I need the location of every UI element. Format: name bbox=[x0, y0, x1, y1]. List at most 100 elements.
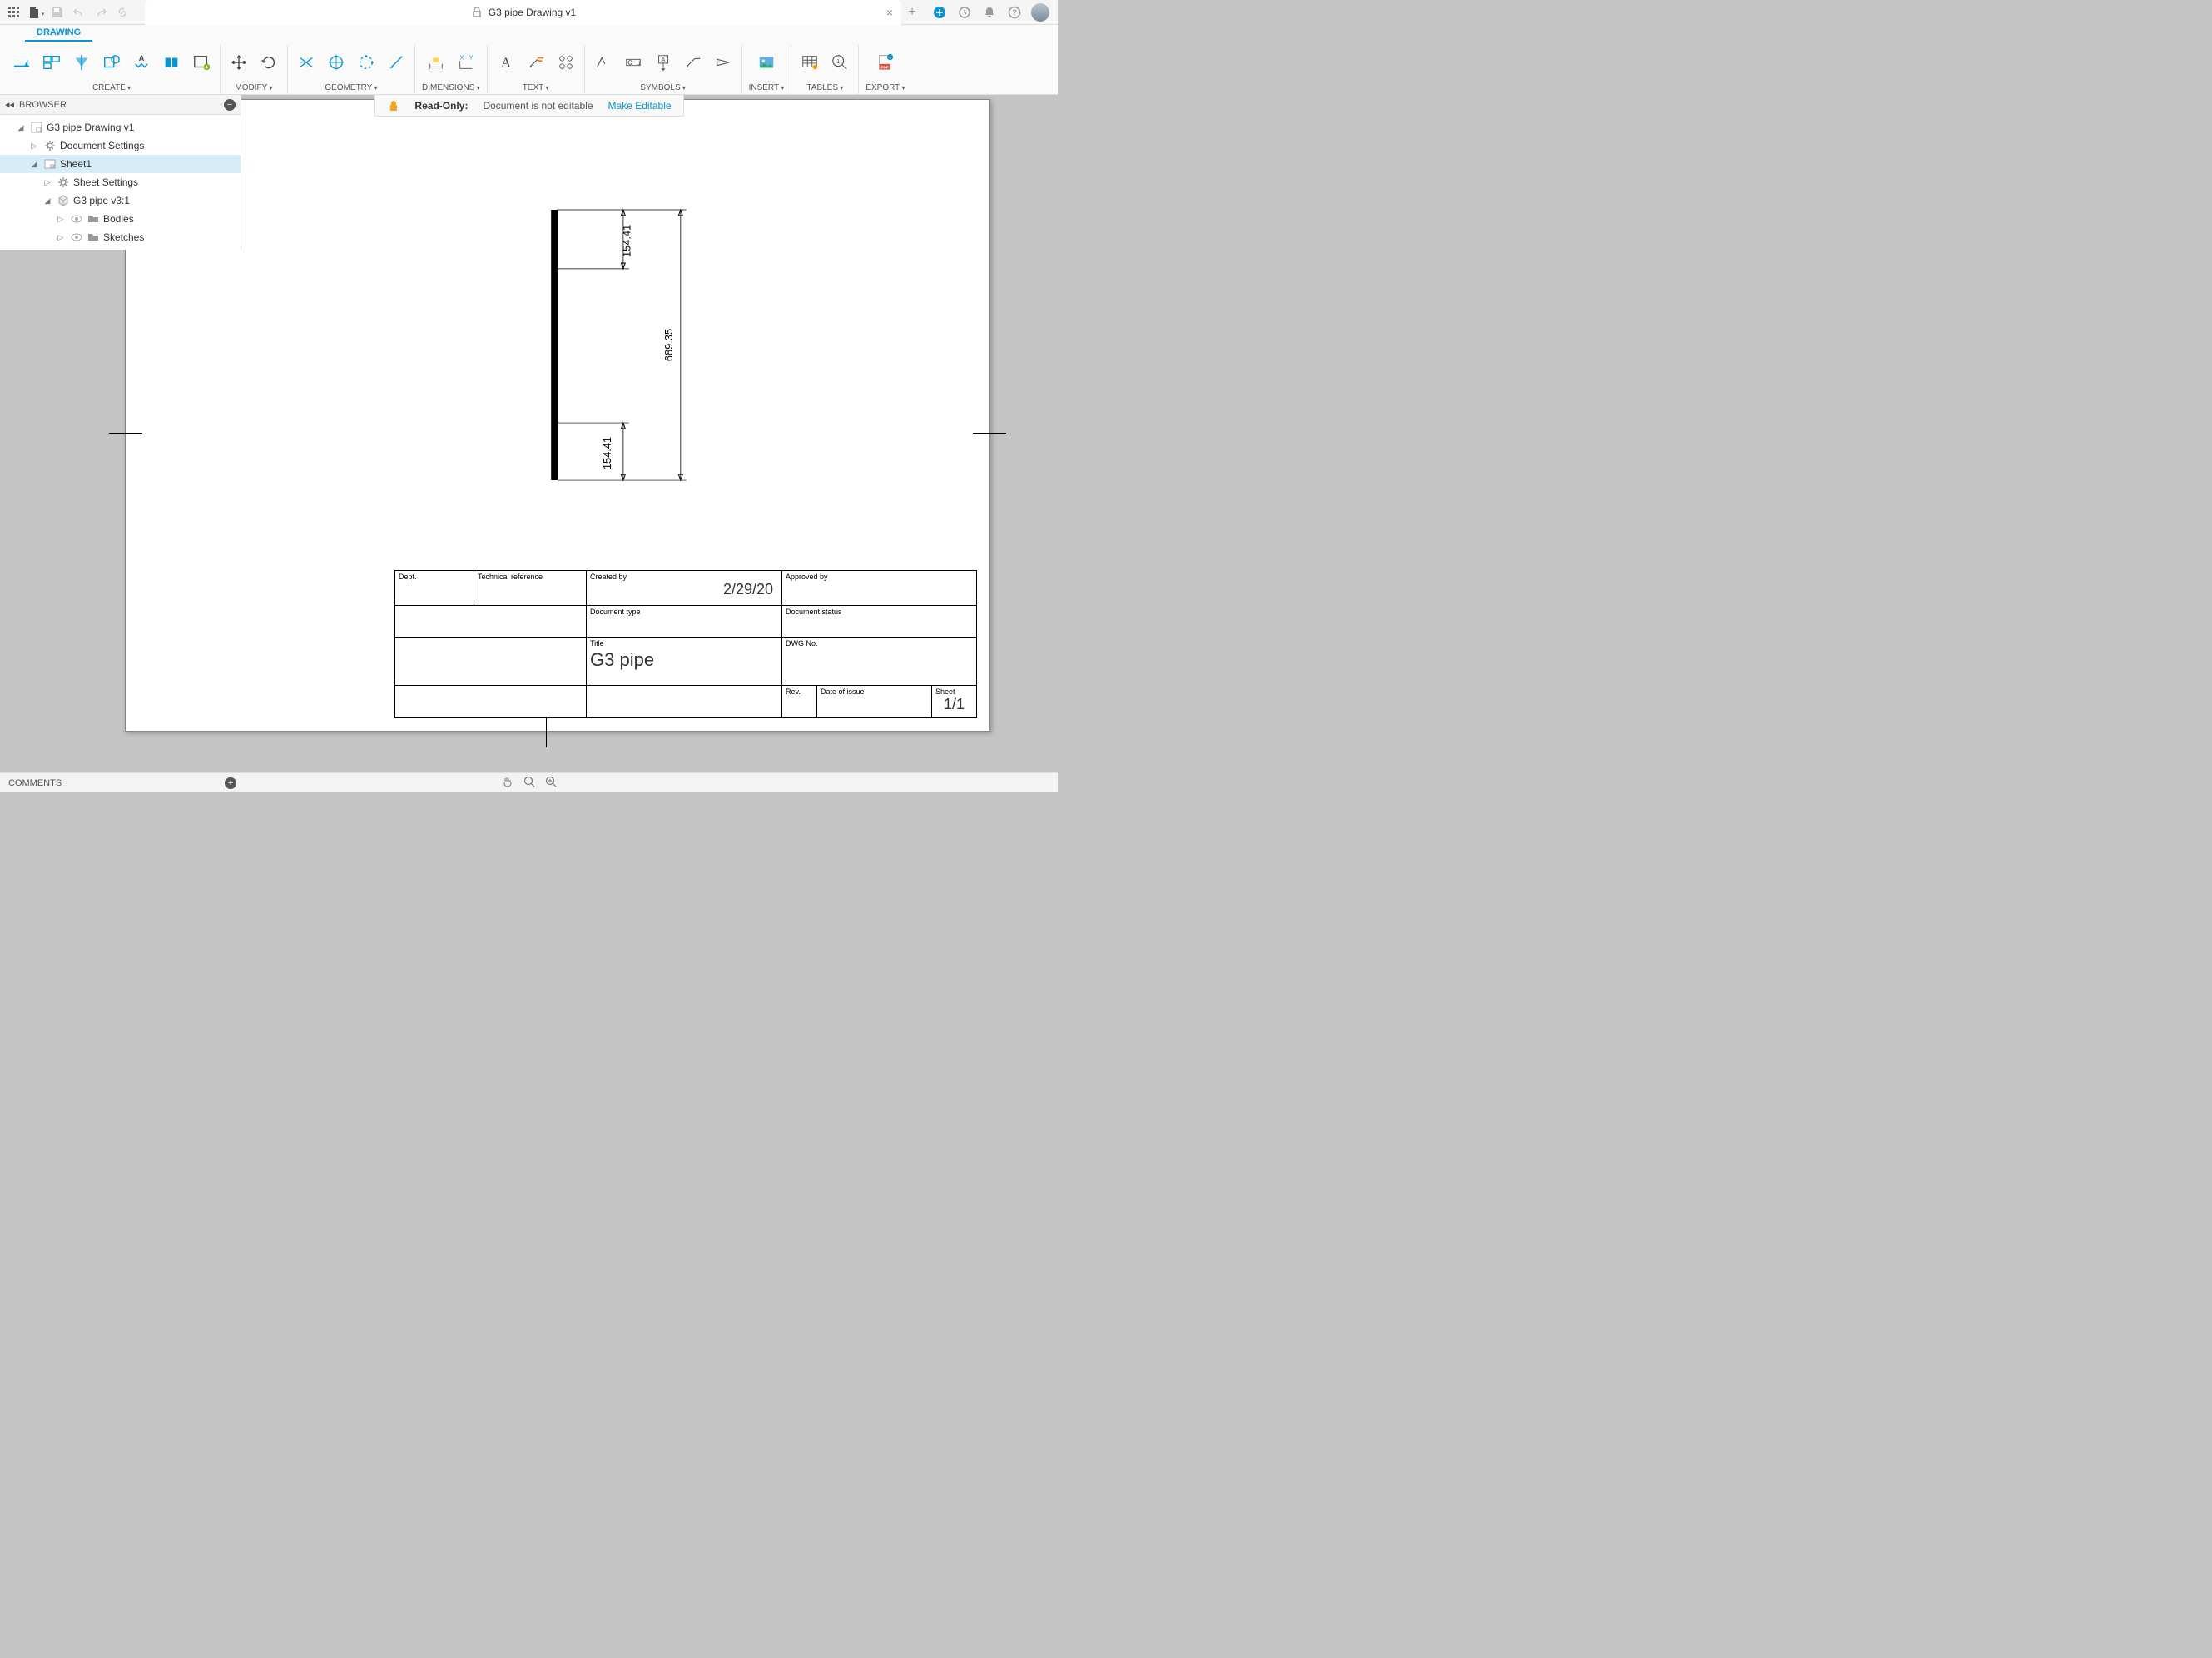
gear-icon bbox=[57, 176, 70, 189]
make-editable-link[interactable]: Make Editable bbox=[608, 100, 672, 112]
tree-bodies[interactable]: ▷ Bodies bbox=[0, 210, 241, 228]
datum-icon[interactable]: A bbox=[652, 51, 675, 74]
job-status-icon[interactable] bbox=[956, 4, 973, 21]
tb-sheet-label: Sheet bbox=[935, 688, 973, 696]
tree-sheet-settings[interactable]: ▷ Sheet Settings bbox=[0, 173, 241, 191]
svg-text:A: A bbox=[139, 54, 145, 62]
eye-icon[interactable] bbox=[70, 231, 83, 244]
ribbon-label-insert[interactable]: INSERT bbox=[749, 83, 785, 94]
ribbon-label-dimensions[interactable]: DIMENSIONS bbox=[422, 83, 480, 94]
tree-component[interactable]: ◢ G3 pipe v3:1 bbox=[0, 191, 241, 210]
extensions-icon[interactable] bbox=[931, 4, 948, 21]
title-block[interactable]: Dept. Technical reference Created by2/29… bbox=[394, 570, 977, 718]
work-area: ◂◂ BROWSER – ◢ G3 pipe Drawing v1 ▷ Docu… bbox=[0, 95, 1058, 772]
tb-sheet-value: 1/1 bbox=[935, 696, 973, 713]
svg-text:A: A bbox=[661, 56, 665, 63]
svg-text:PDF: PDF bbox=[880, 65, 888, 69]
titlebar: G3 pipe Drawing v1 × + ? bbox=[0, 0, 1058, 25]
comments-bar: COMMENTS + bbox=[0, 772, 1058, 792]
new-tab-button[interactable]: + bbox=[901, 0, 923, 25]
document-tab[interactable]: G3 pipe Drawing v1 × bbox=[145, 0, 901, 25]
export-pdf-icon[interactable]: PDF bbox=[874, 51, 897, 74]
dimension-icon[interactable] bbox=[424, 51, 448, 74]
save-icon[interactable] bbox=[48, 3, 67, 22]
tb-docstatus-label: Document status bbox=[786, 608, 973, 616]
ribbon-label-symbols[interactable]: SYMBOLS bbox=[640, 83, 686, 94]
drawing-doc-icon bbox=[30, 121, 43, 134]
edge-extend-icon[interactable] bbox=[384, 51, 408, 74]
tb-techref-label: Technical reference bbox=[478, 573, 583, 581]
hole-note-icon[interactable] bbox=[554, 51, 578, 74]
ribbon-group-modify: MODIFY bbox=[221, 45, 288, 94]
tree-doc-settings[interactable]: ▷ Document Settings bbox=[0, 137, 241, 155]
ribbon-group-symbols: .1 A SYMBOLS bbox=[585, 45, 742, 94]
ribbon-group-geometry: GEOMETRY bbox=[288, 45, 415, 94]
detail-view-icon[interactable] bbox=[100, 51, 123, 74]
tree-sketches-label: Sketches bbox=[103, 231, 144, 243]
drawing-sheet: 154.41 154.41 689.35 Dept. Technical ref… bbox=[125, 99, 990, 732]
redo-icon[interactable] bbox=[92, 3, 110, 22]
svg-text:.1: .1 bbox=[636, 61, 641, 67]
feature-frame-icon[interactable]: .1 bbox=[622, 51, 645, 74]
undo-icon[interactable] bbox=[70, 3, 88, 22]
tree-root[interactable]: ◢ G3 pipe Drawing v1 bbox=[0, 118, 241, 137]
eye-icon[interactable] bbox=[70, 212, 83, 226]
lock-warning-icon bbox=[386, 99, 399, 112]
center-mark-icon[interactable] bbox=[325, 51, 348, 74]
center-pattern-icon[interactable] bbox=[355, 51, 378, 74]
component-icon bbox=[57, 194, 70, 207]
help-icon[interactable]: ? bbox=[1006, 4, 1023, 21]
ribbon-label-create[interactable]: CREATE bbox=[92, 83, 131, 94]
apps-grid-icon[interactable] bbox=[5, 3, 23, 22]
tree-sketches[interactable]: ▷ Sketches bbox=[0, 228, 241, 246]
readonly-label: Read-Only: bbox=[414, 100, 468, 112]
tree-sheet1[interactable]: ◢ Sheet1 bbox=[0, 155, 241, 173]
rotate-icon[interactable] bbox=[257, 51, 280, 74]
folder-icon bbox=[87, 231, 100, 244]
tree-sheet-label: Sheet1 bbox=[60, 158, 92, 170]
zoom-fit-icon[interactable] bbox=[544, 775, 558, 791]
svg-text:?: ? bbox=[1012, 8, 1017, 17]
document-tab-area: G3 pipe Drawing v1 × + bbox=[145, 0, 923, 25]
surface-texture-icon[interactable] bbox=[592, 51, 615, 74]
drawing-view[interactable]: 154.41 154.41 689.35 bbox=[546, 208, 687, 483]
link-icon[interactable] bbox=[113, 3, 131, 22]
quick-access-toolbar bbox=[0, 3, 136, 22]
projected-view-icon[interactable] bbox=[40, 51, 63, 74]
ribbon-label-geometry[interactable]: GEOMETRY bbox=[325, 83, 377, 94]
add-comment-icon[interactable]: + bbox=[225, 777, 236, 789]
ribbon-tab-drawing[interactable]: DRAWING bbox=[25, 25, 92, 42]
browser-title: BROWSER bbox=[19, 100, 67, 110]
leader-icon[interactable] bbox=[524, 51, 548, 74]
svg-text:Y: Y bbox=[469, 53, 473, 61]
close-tab-icon[interactable]: × bbox=[886, 6, 893, 19]
notifications-icon[interactable] bbox=[981, 4, 998, 21]
ribbon-label-text[interactable]: TEXT bbox=[523, 83, 549, 94]
base-view-icon[interactable] bbox=[10, 51, 33, 74]
pan-icon[interactable] bbox=[501, 775, 514, 791]
browser-minimize-icon[interactable]: – bbox=[224, 99, 236, 111]
crop-view-icon[interactable] bbox=[160, 51, 183, 74]
zoom-window-icon[interactable] bbox=[523, 775, 536, 791]
user-avatar[interactable] bbox=[1031, 3, 1049, 22]
ribbon-label-export[interactable]: EXPORT bbox=[865, 83, 905, 94]
insert-image-icon[interactable] bbox=[755, 51, 778, 74]
move-icon[interactable] bbox=[227, 51, 250, 74]
break-view-icon[interactable]: A bbox=[130, 51, 153, 74]
balloon-icon[interactable]: 1 bbox=[828, 51, 851, 74]
tb-dept-label: Dept. bbox=[399, 573, 470, 581]
text-icon[interactable]: A bbox=[494, 51, 518, 74]
ribbon-label-tables[interactable]: TABLES bbox=[806, 83, 843, 94]
file-new-icon[interactable] bbox=[27, 3, 45, 22]
taper-icon[interactable] bbox=[712, 51, 735, 74]
weld-icon[interactable] bbox=[682, 51, 705, 74]
comments-label[interactable]: COMMENTS bbox=[8, 778, 62, 788]
centerline-icon[interactable] bbox=[295, 51, 318, 74]
section-view-icon[interactable] bbox=[70, 51, 93, 74]
ribbon-label-modify[interactable]: MODIFY bbox=[235, 83, 272, 94]
ordinate-dim-icon[interactable]: XY bbox=[454, 51, 478, 74]
new-sheet-icon[interactable] bbox=[190, 51, 213, 74]
table-icon[interactable] bbox=[798, 51, 821, 74]
browser-header[interactable]: ◂◂ BROWSER – bbox=[0, 95, 241, 115]
browser-collapse-icon[interactable]: ◂◂ bbox=[5, 99, 14, 110]
